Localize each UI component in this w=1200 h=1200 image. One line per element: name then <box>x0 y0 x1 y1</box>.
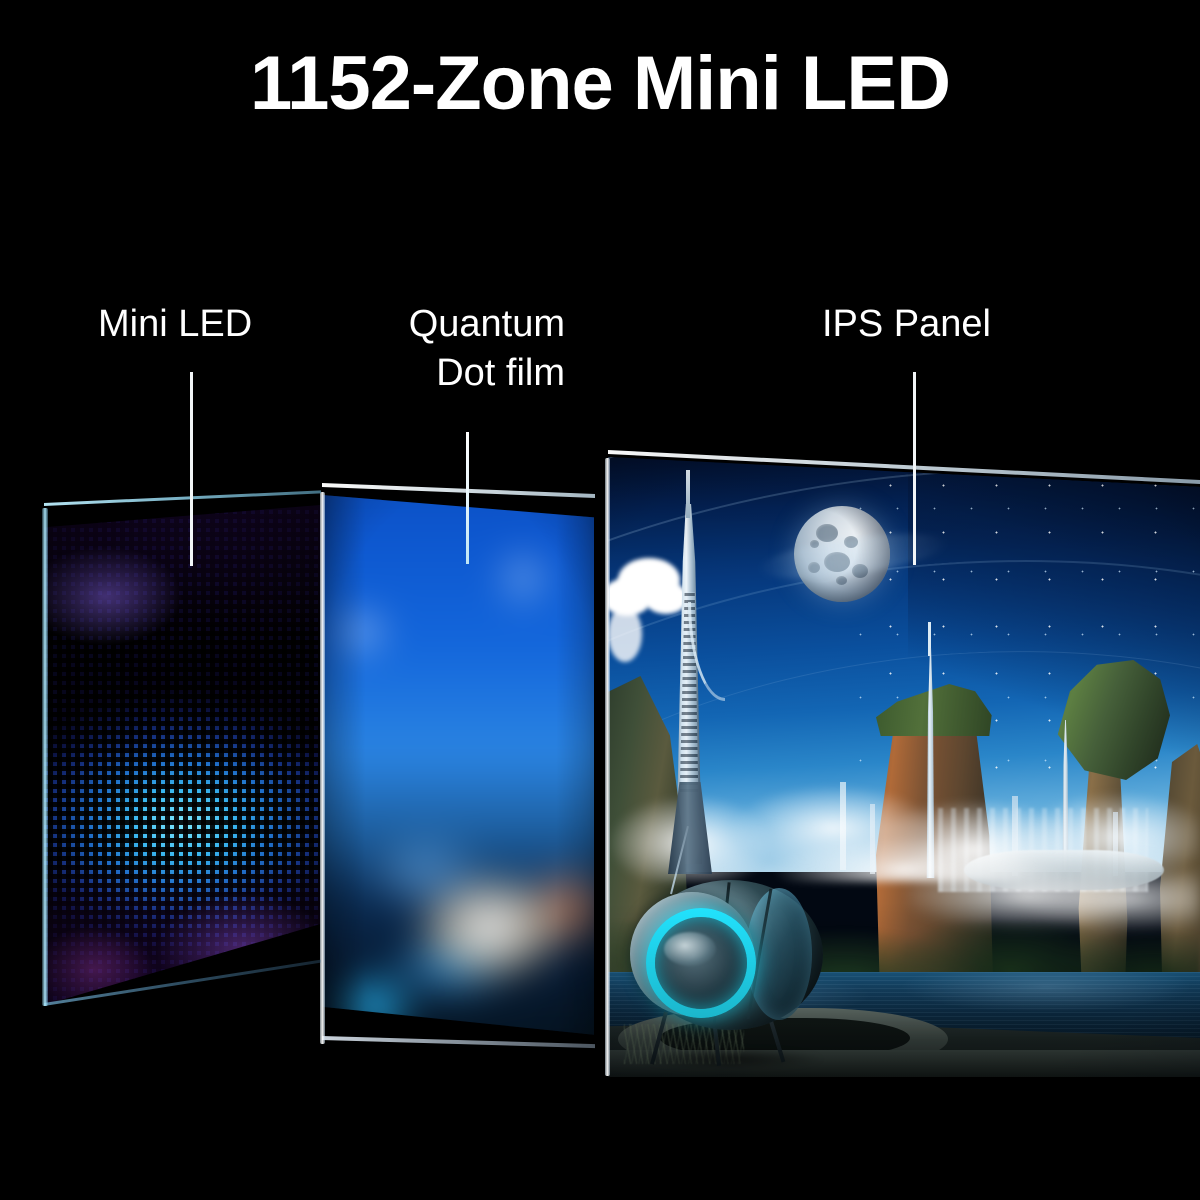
leader-line-mini-led <box>190 372 193 566</box>
cloud-cluster <box>608 548 738 678</box>
quantum-dot-bottom-edge <box>322 1036 595 1049</box>
spire-tip <box>928 622 931 656</box>
droid-shadow <box>642 1048 822 1070</box>
cloud-wisp <box>608 606 642 662</box>
label-ips-panel: IPS Panel <box>822 303 991 345</box>
droid-lens-highlight <box>664 932 716 966</box>
tower-spire <box>686 470 690 518</box>
label-quantum-dot-film: Quantum Dot film <box>408 303 565 394</box>
label-mini-led: Mini LED <box>98 303 253 345</box>
droid-lens-glow-ring <box>646 908 756 1018</box>
cloud <box>644 582 688 614</box>
leader-line-quantum-dot <box>466 432 469 564</box>
page-title: 1152-Zone Mini LED <box>250 41 951 126</box>
layer-mini-led-backlight <box>44 505 320 1005</box>
quantum-dot-diffused-image <box>322 494 594 1035</box>
layer-ips-panel <box>608 457 1200 1077</box>
droid-canopy <box>746 888 812 1020</box>
mist <box>908 856 1200 932</box>
mini-led-top-edge <box>44 490 321 506</box>
moon-shading <box>794 506 890 602</box>
layer-quantum-dot-film <box>322 494 594 1035</box>
mini-led-dot-grid <box>44 505 320 1005</box>
leader-line-ips-panel <box>913 372 916 565</box>
quantum-dot-top-edge <box>322 483 595 498</box>
